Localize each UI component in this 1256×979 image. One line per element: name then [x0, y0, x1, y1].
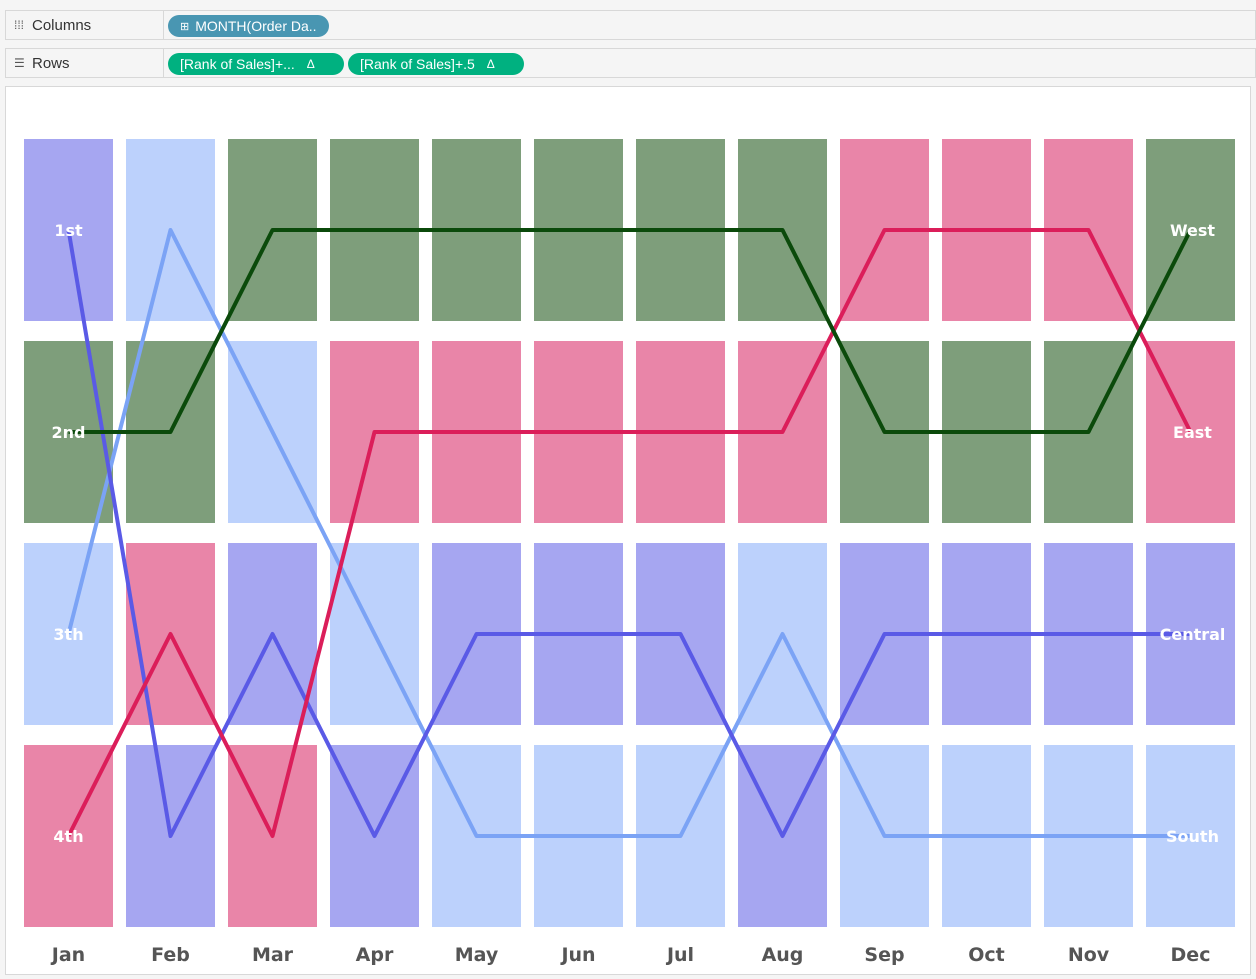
columns-label-text: Columns	[32, 16, 92, 34]
rows-icon: ☰	[14, 56, 25, 70]
series-line-south	[66, 228, 1191, 838]
x-tick-label: Feb	[151, 944, 190, 966]
rank-label: 1st	[54, 221, 83, 240]
rank-label: 3th	[53, 625, 83, 644]
x-tick-label: Oct	[968, 944, 1005, 966]
x-tick-label: Mar	[252, 944, 294, 966]
month-pill-label: MONTH(Order Da..	[195, 18, 317, 34]
delta-icon: Δ	[306, 57, 315, 71]
bump-chart-pane: 1st 2nd 3th 4th West East Central South Jan Feb Ma…	[5, 86, 1251, 975]
rows-label-text: Rows	[32, 54, 70, 72]
series-line-east	[66, 228, 1193, 838]
x-tick-label: Sep	[864, 944, 904, 966]
rows-shelf: ☰ Rows [Rank of Sales]+... Δ [Rank of Sa…	[5, 48, 1256, 78]
x-tick-label: Apr	[356, 944, 394, 966]
toolbar-strip	[0, 0, 1256, 6]
series-label-central: Central	[1160, 625, 1226, 644]
expand-icon: ⊞	[180, 20, 190, 33]
rank-pill-2-label: [Rank of Sales]+.5	[360, 56, 475, 72]
rank-pill-1-label: [Rank of Sales]+...	[180, 56, 295, 72]
rank-cell-central-jan	[24, 139, 113, 321]
series-label-east: East	[1173, 423, 1212, 442]
columns-icon: ⁞⁞⁞	[14, 18, 25, 32]
rank-label: 4th	[53, 827, 83, 846]
series-label-west: West	[1170, 221, 1215, 240]
x-tick-label: Nov	[1068, 944, 1110, 966]
x-tick-label: May	[455, 944, 499, 966]
rows-shelf-label: ☰ Rows	[6, 49, 164, 77]
delta-icon: Δ	[486, 57, 495, 71]
columns-shelf-label: ⁞⁞⁞ Columns	[6, 11, 164, 39]
rank-of-sales-pill-1[interactable]: [Rank of Sales]+... Δ	[168, 53, 344, 75]
rank-label: 2nd	[52, 423, 86, 442]
rank-of-sales-pill-2[interactable]: [Rank of Sales]+.5 Δ	[348, 53, 524, 75]
bump-chart: 1st 2nd 3th 4th West East Central South Jan Feb Ma…	[24, 139, 1235, 966]
x-tick-label: Dec	[1171, 944, 1211, 966]
x-tick-label: Aug	[762, 944, 804, 966]
series-line-central	[66, 229, 1191, 838]
x-tick-label: Jun	[559, 944, 595, 966]
month-order-date-pill[interactable]: ⊞ MONTH(Order Da..	[168, 15, 329, 37]
x-tick-label: Jul	[665, 944, 694, 966]
x-tick-label: Jan	[50, 944, 85, 966]
columns-shelf: ⁞⁞⁞ Columns ⊞ MONTH(Order Da..	[5, 10, 1256, 40]
series-label-south: South	[1166, 827, 1219, 846]
series-line-west	[68, 228, 1193, 434]
